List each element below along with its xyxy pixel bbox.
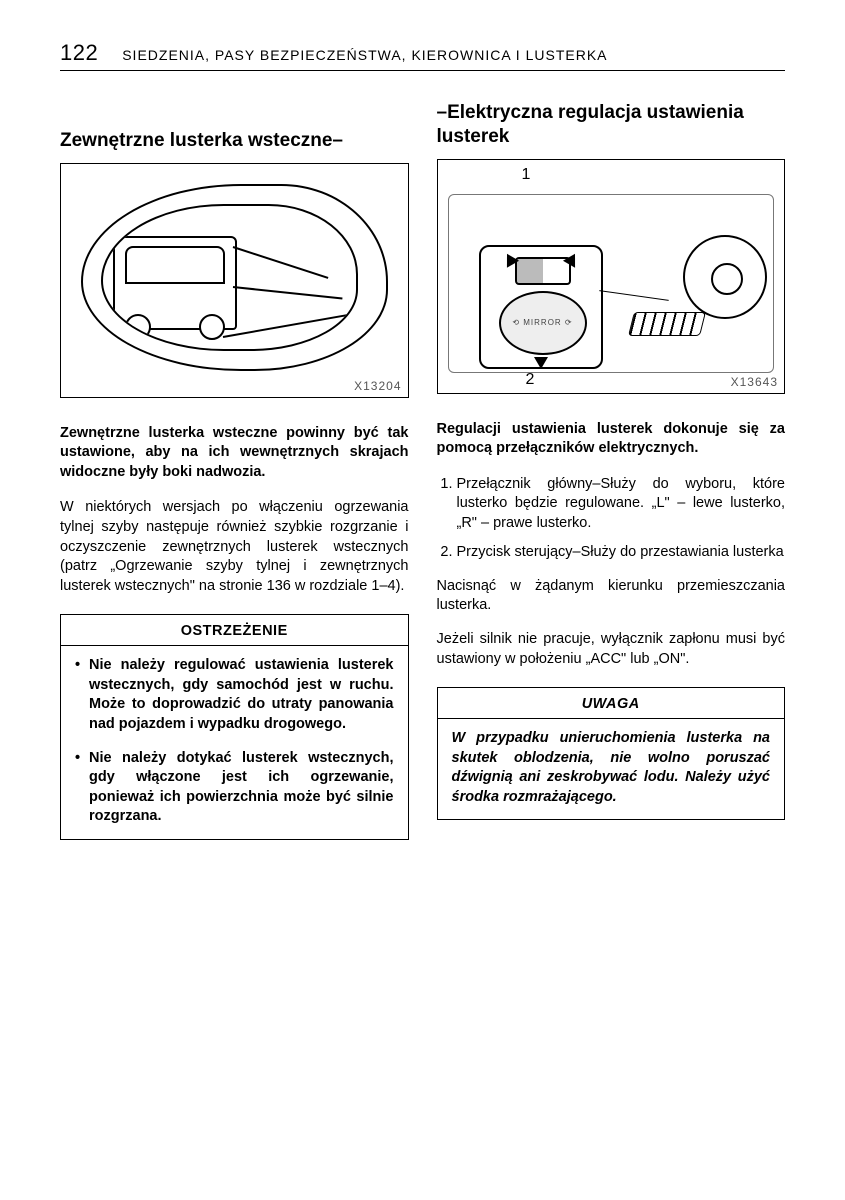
mirror-control-panel: ⟲ MIRROR ⟳ [479, 245, 603, 369]
mirror-adjust-knob: ⟲ MIRROR ⟳ [499, 291, 587, 355]
vent-illustration [628, 312, 706, 336]
list-item: Przełącznik główny–Służy do wyboru, któr… [457, 475, 786, 534]
figure-code: X13643 [731, 375, 778, 389]
left-lead-paragraph: Zewnętrzne lusterka wsteczne powinny być… [60, 424, 409, 483]
leader-line [599, 290, 668, 301]
dashboard-outline: ⟲ MIRROR ⟳ [448, 194, 775, 373]
knob-label: ⟲ MIRROR ⟳ [512, 318, 572, 327]
figure-mirror: X13204 [60, 163, 409, 398]
list-item: Przycisk sterujący–Służy do przestawiani… [457, 543, 786, 563]
warning-box: OSTRZEŻENIE Nie należy regulować ustawie… [60, 614, 409, 840]
steering-wheel-illustration [683, 235, 767, 319]
notice-title: UWAGA [438, 688, 785, 719]
left-paragraph-1: W niektórych wersjach po włączeniu ogrze… [60, 498, 409, 596]
steps-list: Przełącznik główny–Służy do wyboru, któr… [437, 475, 786, 563]
figure-code: X13204 [354, 379, 401, 393]
two-column-layout: Zewnętrzne lusterka wsteczne– X13204 [60, 101, 785, 840]
warning-list: Nie należy regulować ustawienia lusterek… [75, 656, 394, 827]
right-heading: –Elektryczna regulacja ustawienia luster… [437, 101, 786, 149]
right-lead-paragraph: Regulacji ustawienia lusterek dokonuje s… [437, 420, 786, 459]
reflected-car-illustration [113, 236, 237, 330]
warning-item: Nie należy regulować ustawienia lusterek… [75, 656, 394, 734]
notice-box: UWAGA W przypadku unieruchomienia luster… [437, 687, 786, 820]
right-paragraph-1: Nacisnąć w żądanym kierunku przemieszcza… [437, 577, 786, 616]
page-header: 122 SIEDZENIA, PASY BEZPIECZEŃSTWA, KIER… [60, 40, 785, 71]
notice-body: W przypadku unieruchomienia lusterka na … [452, 729, 771, 807]
perspective-line [233, 286, 343, 299]
arrow-icon [534, 357, 548, 369]
perspective-line [223, 313, 351, 338]
section-title: SIEDZENIA, PASY BEZPIECZEŃSTWA, KIEROWNI… [122, 47, 607, 63]
perspective-line [233, 246, 329, 279]
warning-item: Nie należy dotykać lusterek wstecznych, … [75, 749, 394, 827]
left-heading: Zewnętrzne lusterka wsteczne– [60, 129, 409, 153]
callout-2: 2 [526, 371, 535, 389]
mirror-housing-illustration [81, 184, 388, 371]
wheel-icon [125, 314, 151, 340]
right-column: –Elektryczna regulacja ustawienia luster… [437, 101, 786, 840]
page-number: 122 [60, 40, 98, 66]
callout-1: 1 [522, 166, 531, 184]
right-paragraph-2: Jeżeli silnik nie pracuje, wyłącznik zap… [437, 630, 786, 669]
mirror-glass-illustration [101, 204, 358, 351]
manual-page: 122 SIEDZENIA, PASY BEZPIECZEŃSTWA, KIER… [0, 0, 845, 1200]
left-column: Zewnętrzne lusterka wsteczne– X13204 [60, 101, 409, 840]
wheel-icon [199, 314, 225, 340]
figure-controls: 1 ⟲ MIRROR ⟳ 2 X13643 [437, 159, 786, 394]
warning-title: OSTRZEŻENIE [61, 615, 408, 646]
